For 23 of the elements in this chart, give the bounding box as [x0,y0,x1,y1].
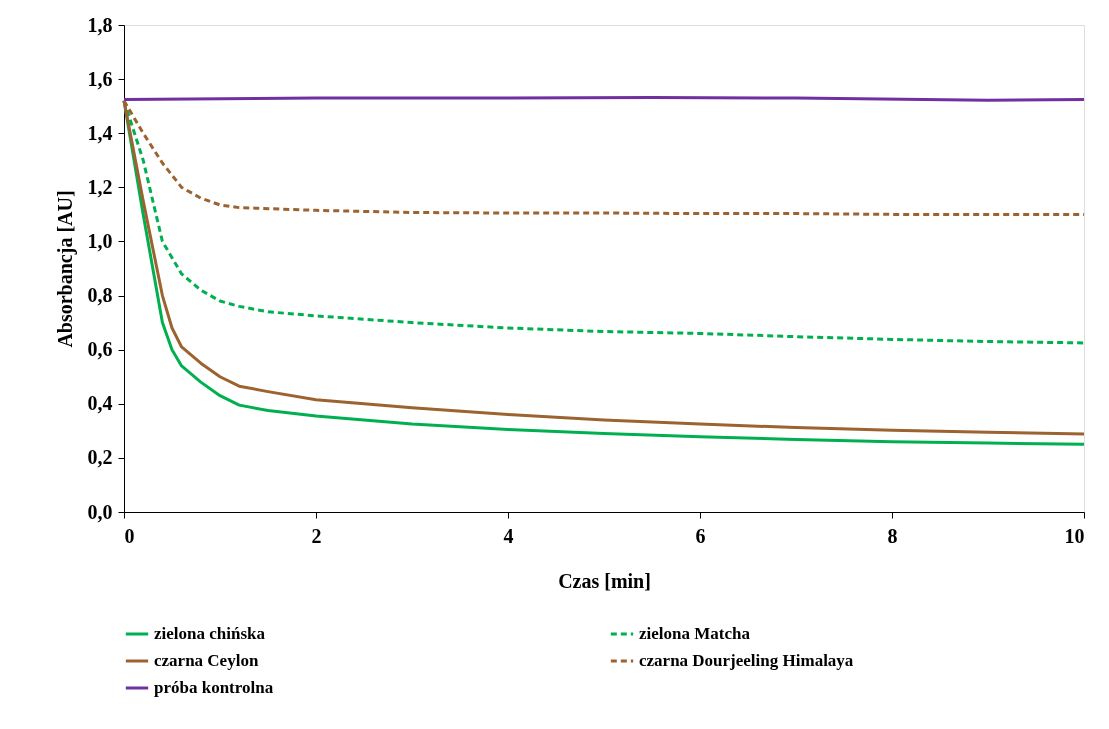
y-tick-label: 0,0 [87,500,113,523]
x-tick-label: 10 [1064,524,1085,547]
y-tick-label: 0,2 [87,446,113,469]
x-tick-label: 2 [311,524,322,547]
legend-label: czarna Ceylon [154,651,259,670]
legend-label: zielona chińska [154,624,266,643]
legend-label: próba kontrolna [154,678,274,697]
legend-label: zielona Matcha [639,624,751,643]
x-tick-label: 8 [887,524,898,547]
y-tick-label: 0,4 [87,392,113,415]
x-tick-label: 0 [124,524,135,547]
y-tick-label: 1,8 [87,13,113,36]
x-axis-title: Czas [min] [558,569,651,592]
y-tick-label: 0,8 [87,284,113,307]
y-tick-label: 1,4 [87,121,113,144]
x-tick-label: 4 [503,524,514,547]
y-tick-label: 1,6 [87,67,113,90]
y-tick-label: 1,0 [87,229,113,252]
x-tick-label: 6 [695,524,706,547]
y-tick-label: 0,6 [87,338,113,361]
y-axis-title: Absorbancja [AU] [53,190,77,348]
y-tick-label: 1,2 [87,175,113,198]
legend-label: czarna Dourjeeling Himalaya [639,651,854,670]
